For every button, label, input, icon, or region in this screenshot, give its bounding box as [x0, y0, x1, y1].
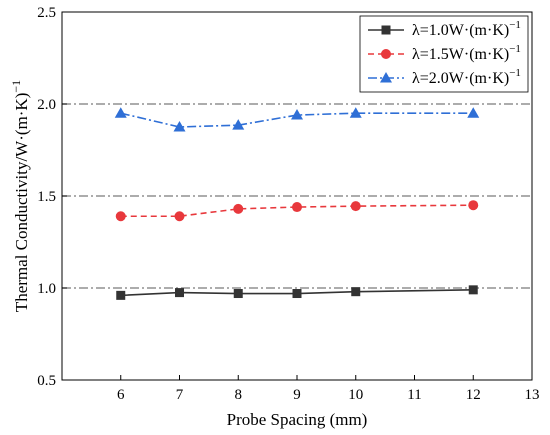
x-tick-label: 12 [466, 387, 481, 403]
x-tick-label: 13 [525, 387, 540, 403]
series-line [120, 289, 474, 297]
data-point [232, 119, 245, 130]
data-point [174, 211, 185, 222]
series-layer [114, 107, 480, 300]
data-point [175, 288, 184, 298]
y-axis: 0.5 1.0 1.5 2.0 2.5 [37, 5, 67, 389]
legend-entry: λ=2.0W·(m·K)−1 [412, 67, 521, 87]
legend-entry-exponent: −1 [509, 19, 521, 31]
data-point [351, 287, 361, 297]
legend-entry-text: λ=2.0W·(m·K) [412, 70, 509, 87]
series-1 [116, 285, 478, 300]
data-point [173, 121, 186, 132]
series-line [120, 204, 474, 218]
data-point [233, 203, 244, 214]
data-point [292, 289, 302, 299]
data-point [349, 107, 362, 118]
legend-entry-text: λ=1.5W·(m·K) [412, 46, 509, 63]
series-2 [115, 200, 479, 222]
y-axis-label: Thermal Conductivity/W·(m·K)−1 [9, 80, 31, 312]
legend: λ=1.0W·(m·K)−1λ=1.5W·(m·K)−1λ=2.0W·(m·K)… [359, 15, 529, 93]
y-axis-label-text: Thermal Conductivity/W·(m·K) [12, 93, 31, 313]
legend-entry: λ=1.0W·(m·K)−1 [412, 19, 521, 39]
legend-marker [381, 49, 391, 59]
legend-entry: λ=1.5W·(m·K)−1 [412, 43, 521, 63]
legend-entry-exponent: −1 [509, 43, 521, 55]
data-point [291, 109, 303, 120]
y-tick-label: 0.5 [37, 373, 56, 389]
y-tick-label: 2.0 [37, 97, 56, 113]
legend-entry-text: λ=1.0W·(m·K) [412, 22, 509, 39]
data-point [116, 290, 126, 300]
data-point [468, 200, 479, 211]
x-tick-label: 11 [407, 387, 421, 403]
legend-marker [381, 25, 391, 35]
x-axis-label: Probe Spacing (mm) [227, 410, 368, 429]
legend-entry-exponent: −1 [509, 67, 521, 79]
data-point [468, 285, 478, 295]
y-tick-label: 1.5 [37, 189, 56, 205]
x-axis: 6 7 8 9 10 11 12 13 [117, 375, 540, 403]
series-3 [114, 107, 480, 132]
x-tick-label: 7 [176, 387, 184, 403]
data-point [292, 202, 302, 213]
x-tick-label: 10 [348, 387, 363, 403]
legend-marker [380, 72, 392, 83]
data-point [115, 211, 126, 222]
data-point [114, 107, 127, 118]
data-point [233, 289, 243, 299]
reference-lines [62, 103, 532, 289]
x-tick-label: 9 [293, 387, 301, 403]
y-tick-label: 2.5 [37, 5, 56, 21]
y-axis-label-exponent: −1 [9, 80, 23, 93]
x-tick-label: 8 [235, 387, 243, 403]
series-line [120, 112, 474, 128]
data-point [350, 201, 361, 212]
data-point [467, 107, 480, 118]
x-tick-label: 6 [117, 387, 125, 403]
y-tick-label: 1.0 [37, 281, 56, 297]
